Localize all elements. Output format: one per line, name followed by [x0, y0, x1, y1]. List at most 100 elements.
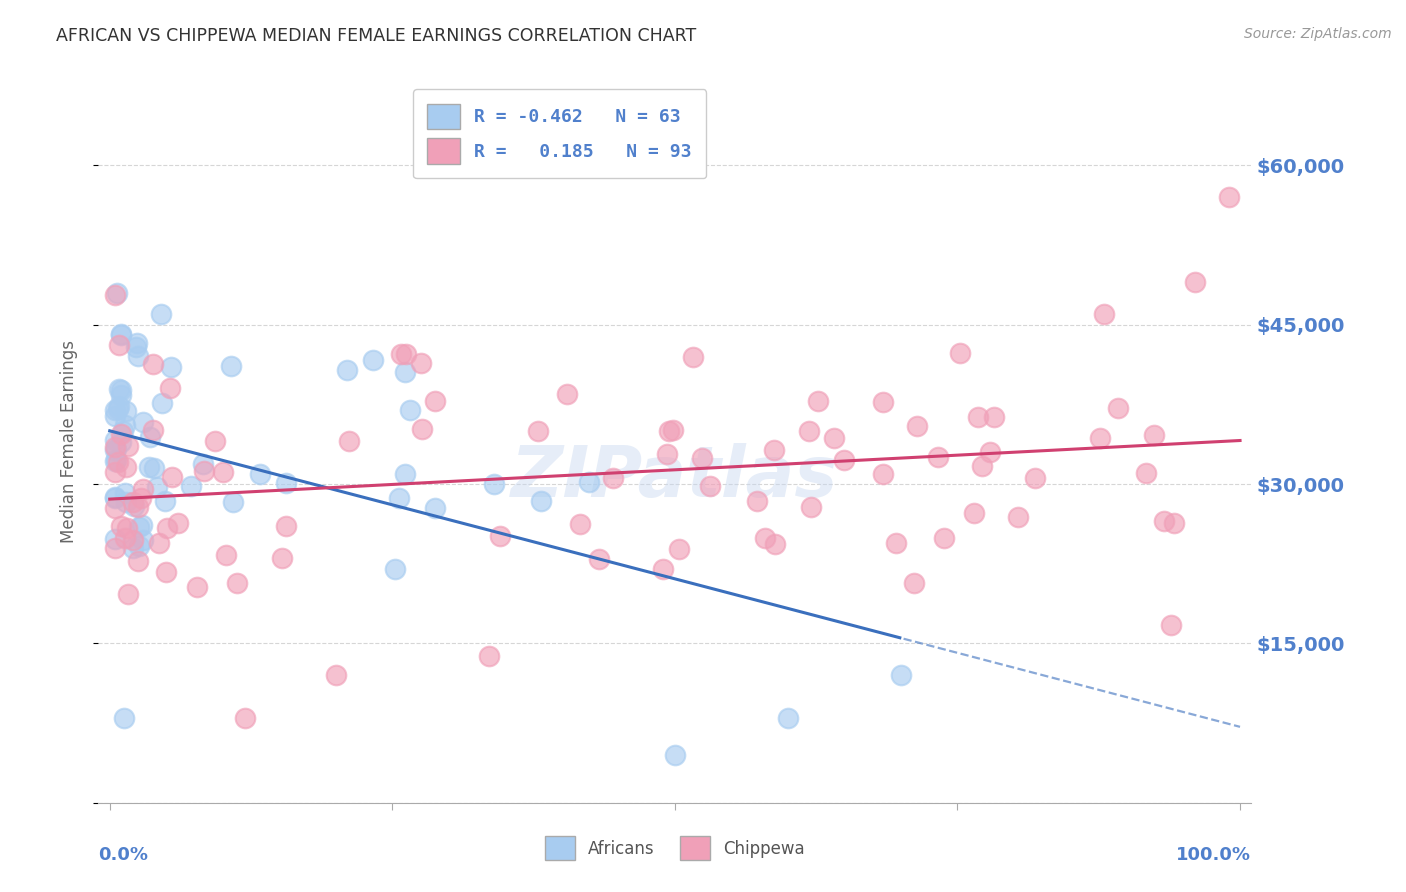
- Point: [153, 494, 176, 508]
- Point: [905, 419, 928, 434]
- Point: [1024, 470, 1046, 484]
- Point: [180, 479, 202, 493]
- Point: [1135, 466, 1157, 480]
- Point: [104, 442, 127, 457]
- Point: [682, 350, 704, 364]
- Point: [193, 465, 215, 479]
- Point: [105, 442, 128, 457]
- Point: [104, 454, 127, 468]
- Point: [186, 580, 208, 594]
- Point: [108, 399, 131, 413]
- Point: [142, 357, 165, 371]
- Point: [655, 447, 678, 461]
- Point: [105, 285, 128, 300]
- Point: [122, 499, 145, 513]
- Point: [776, 711, 799, 725]
- Point: [963, 506, 986, 520]
- Point: [872, 467, 894, 481]
- Point: [948, 346, 970, 360]
- Legend: Africans, Chippewa: Africans, Chippewa: [538, 830, 811, 867]
- Point: [529, 493, 551, 508]
- Point: [225, 575, 247, 590]
- Point: [112, 711, 135, 725]
- Point: [745, 493, 768, 508]
- Point: [890, 668, 912, 682]
- Point: [104, 541, 127, 555]
- Point: [142, 423, 165, 437]
- Point: [122, 495, 145, 509]
- Point: [754, 531, 776, 545]
- Point: [142, 461, 165, 475]
- Point: [568, 517, 591, 532]
- Point: [131, 517, 153, 532]
- Point: [903, 576, 925, 591]
- Point: [129, 491, 152, 506]
- Point: [384, 562, 406, 576]
- Point: [115, 495, 138, 509]
- Point: [117, 439, 139, 453]
- Point: [114, 485, 136, 500]
- Point: [934, 532, 956, 546]
- Point: [114, 460, 136, 475]
- Point: [107, 402, 129, 417]
- Point: [104, 433, 127, 447]
- Point: [127, 500, 149, 514]
- Point: [125, 340, 148, 354]
- Point: [215, 548, 238, 562]
- Point: [664, 747, 686, 762]
- Point: [658, 424, 681, 438]
- Point: [107, 382, 129, 396]
- Point: [411, 422, 433, 436]
- Point: [391, 347, 413, 361]
- Point: [394, 467, 416, 482]
- Point: [150, 395, 173, 409]
- Point: [967, 409, 990, 424]
- Point: [484, 477, 506, 491]
- Point: [104, 532, 127, 546]
- Point: [166, 516, 188, 530]
- Point: [111, 424, 134, 438]
- Point: [117, 521, 139, 535]
- Point: [110, 519, 132, 533]
- Point: [489, 529, 512, 543]
- Point: [1163, 516, 1185, 531]
- Point: [1153, 514, 1175, 528]
- Point: [337, 434, 360, 448]
- Point: [1088, 431, 1111, 445]
- Point: [527, 424, 550, 438]
- Point: [115, 404, 138, 418]
- Point: [807, 393, 830, 408]
- Point: [114, 531, 136, 545]
- Point: [222, 494, 245, 508]
- Point: [983, 410, 1005, 425]
- Point: [117, 587, 139, 601]
- Point: [249, 467, 271, 482]
- Point: [104, 409, 127, 423]
- Point: [104, 491, 127, 505]
- Point: [155, 565, 177, 579]
- Point: [104, 466, 127, 480]
- Point: [128, 539, 150, 553]
- Point: [1107, 401, 1129, 416]
- Point: [588, 551, 610, 566]
- Point: [104, 402, 127, 417]
- Point: [156, 521, 179, 535]
- Point: [110, 434, 132, 449]
- Point: [1218, 190, 1240, 204]
- Text: AFRICAN VS CHIPPEWA MEDIAN FEMALE EARNINGS CORRELATION CHART: AFRICAN VS CHIPPEWA MEDIAN FEMALE EARNIN…: [56, 27, 696, 45]
- Point: [409, 356, 432, 370]
- Point: [138, 460, 160, 475]
- Point: [1142, 428, 1164, 442]
- Point: [276, 518, 298, 533]
- Point: [399, 402, 422, 417]
- Point: [160, 469, 183, 483]
- Point: [797, 424, 820, 438]
- Point: [394, 365, 416, 379]
- Point: [602, 471, 624, 485]
- Point: [668, 542, 690, 557]
- Point: [108, 338, 131, 352]
- Point: [699, 479, 721, 493]
- Point: [662, 423, 685, 437]
- Point: [219, 359, 242, 374]
- Point: [122, 541, 145, 555]
